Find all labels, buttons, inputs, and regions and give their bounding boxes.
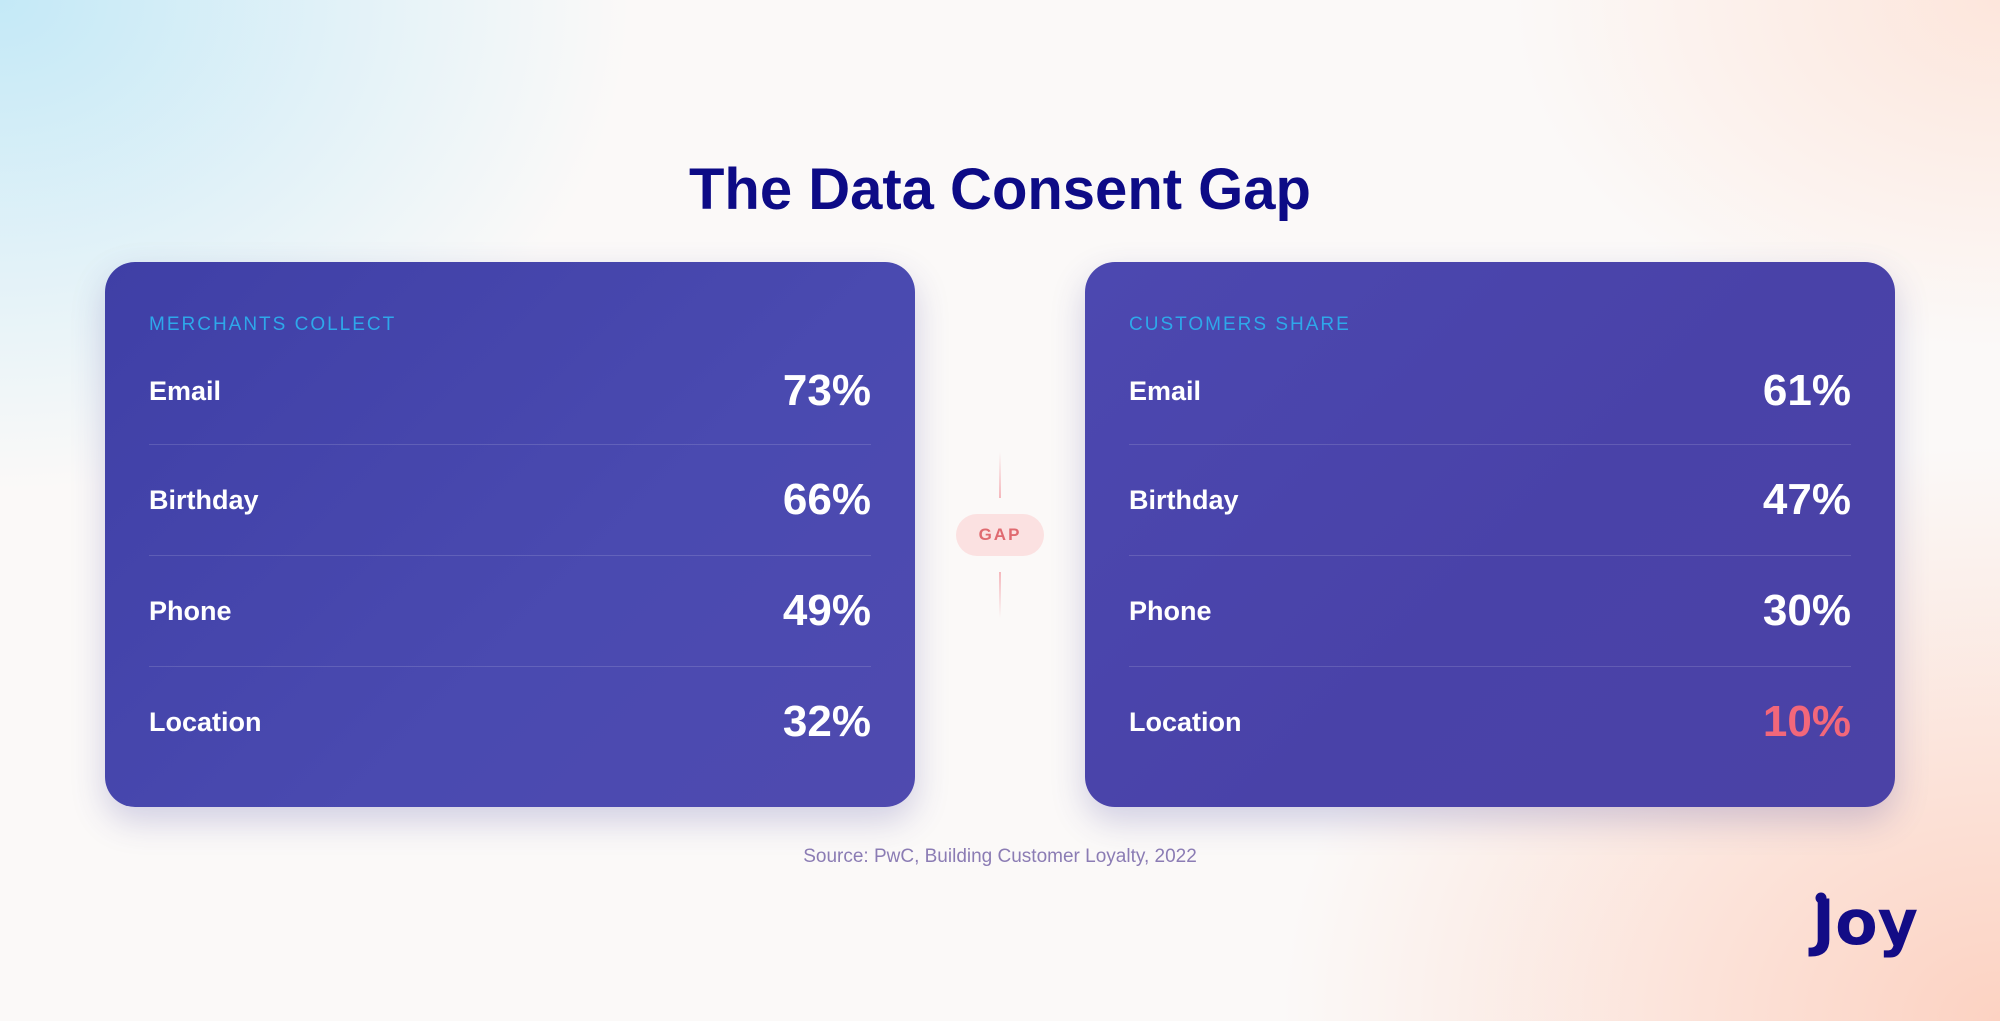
page-title: The Data Consent Gap — [689, 157, 1311, 222]
gap-indicator: GAP — [956, 452, 1044, 618]
stat-label: Birthday — [1129, 484, 1239, 515]
stat-value: 32% — [782, 697, 871, 746]
stat-value-highlight: 10% — [1762, 697, 1851, 746]
stat-list: Email 61% Birthday 47% Phone 30% Locatio… — [1129, 338, 1851, 777]
joy-logo: Joy — [1808, 886, 1938, 962]
stat-row-birthday: Birthday 47% — [1129, 445, 1851, 556]
logo-wordmark: Joy — [1808, 888, 1918, 959]
card-heading: MERCHANTS COLLECT — [149, 314, 397, 335]
stat-value: 30% — [1762, 586, 1851, 635]
stat-label: Phone — [149, 595, 232, 626]
customers-share-card: CUSTOMERS SHARE Email 61% Birthday 47% P… — [1085, 262, 1895, 807]
joy-logo-icon: Joy — [1808, 886, 1918, 959]
gap-badge: GAP — [956, 514, 1044, 556]
stat-value: 61% — [1762, 366, 1851, 415]
stat-row-location: Location 32% — [149, 667, 871, 777]
stat-label: Email — [149, 375, 222, 406]
stat-value: 66% — [782, 475, 871, 524]
card-heading: CUSTOMERS SHARE — [1129, 314, 1351, 335]
stat-row-phone: Phone 30% — [1129, 556, 1851, 667]
stat-row-location: Location 10% — [1129, 667, 1851, 777]
stat-row-birthday: Birthday 66% — [149, 445, 871, 556]
stat-label: Birthday — [149, 484, 259, 515]
gap-connector-bottom — [999, 572, 1001, 618]
stat-label: Phone — [1129, 595, 1212, 626]
stat-row-phone: Phone 49% — [149, 556, 871, 667]
gap-connector-top — [999, 452, 1001, 498]
stat-label: Location — [1129, 706, 1242, 737]
stat-label: Location — [149, 706, 262, 737]
merchants-collect-card: MERCHANTS COLLECT Email 73% Birthday 66%… — [105, 262, 915, 807]
stat-value: 73% — [782, 366, 871, 415]
stat-label: Email — [1129, 375, 1202, 406]
stat-row-email: Email 73% — [149, 338, 871, 445]
source-citation: Source: PwC, Building Customer Loyalty, … — [803, 846, 1197, 867]
stat-value: 49% — [782, 586, 871, 635]
stat-row-email: Email 61% — [1129, 338, 1851, 445]
stat-value: 47% — [1762, 475, 1851, 524]
stat-list: Email 73% Birthday 66% Phone 49% Locatio… — [149, 338, 871, 777]
